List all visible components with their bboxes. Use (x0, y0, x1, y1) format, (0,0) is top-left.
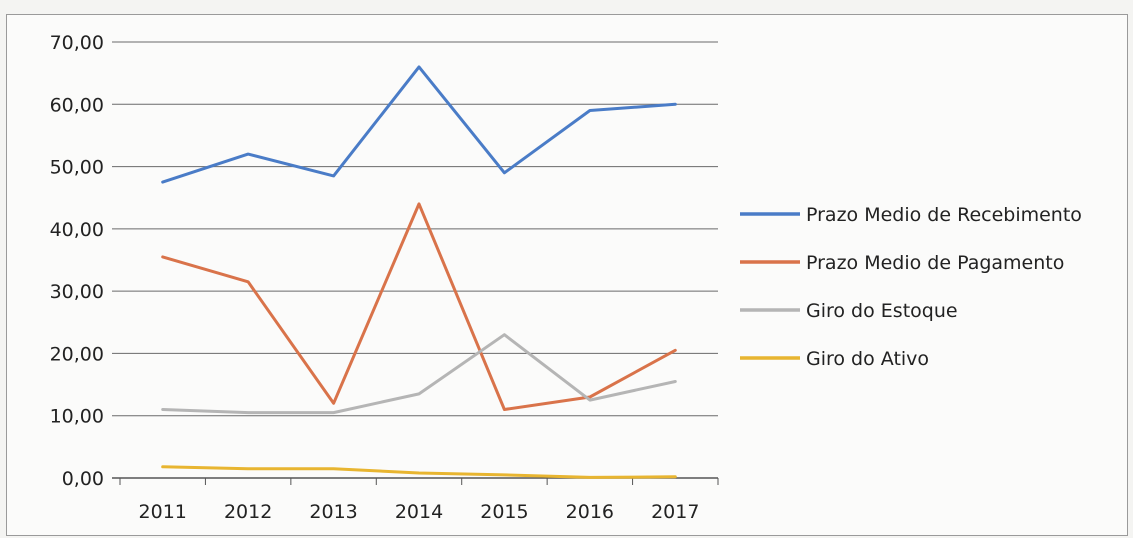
x-tick-label: 2013 (309, 501, 357, 523)
legend-label-prazo-medio-de-recebimento: Prazo Medio de Recebimento (806, 204, 1082, 226)
legend-label-giro-do-ativo: Giro do Ativo (806, 348, 929, 370)
y-tick-label: 30,00 (50, 281, 104, 303)
legend-label-giro-do-estoque: Giro do Estoque (806, 300, 958, 322)
x-tick-label: 2016 (566, 501, 614, 523)
y-tick-label: 50,00 (50, 157, 104, 179)
legend-label-prazo-medio-de-pagamento: Prazo Medio de Pagamento (806, 252, 1064, 274)
x-tick-label: 2017 (651, 501, 699, 523)
x-axis-ticks: 2011 2012 2013 2014 2015 2016 2017 (139, 501, 700, 523)
x-tick-label: 2012 (224, 501, 272, 523)
y-tick-label: 10,00 (50, 406, 104, 428)
legend: Prazo Medio de Recebimento Prazo Medio de… (740, 204, 1082, 370)
x-tick-label: 2011 (139, 501, 187, 523)
y-tick-label: 20,00 (50, 343, 104, 365)
x-tick-label: 2014 (395, 501, 443, 523)
series-line-giro-do-ativo (161, 465, 677, 479)
y-tick-label: 70,00 (50, 32, 104, 54)
y-tick-label: 0,00 (62, 468, 104, 490)
y-tick-label: 60,00 (50, 94, 104, 116)
chart-frame (6, 14, 1128, 536)
series-lines (161, 65, 677, 479)
series-line-prazo-medio-de-pagamento (161, 202, 677, 411)
series-line-prazo-medio-de-recebimento (161, 65, 677, 184)
x-tick-label: 2015 (480, 501, 528, 523)
series-line-giro-do-estoque (161, 333, 677, 415)
y-axis-ticks: 0,00 10,00 20,00 30,00 40,00 50,00 60,00 70,00 (50, 32, 104, 490)
y-tick-label: 40,00 (50, 219, 104, 241)
